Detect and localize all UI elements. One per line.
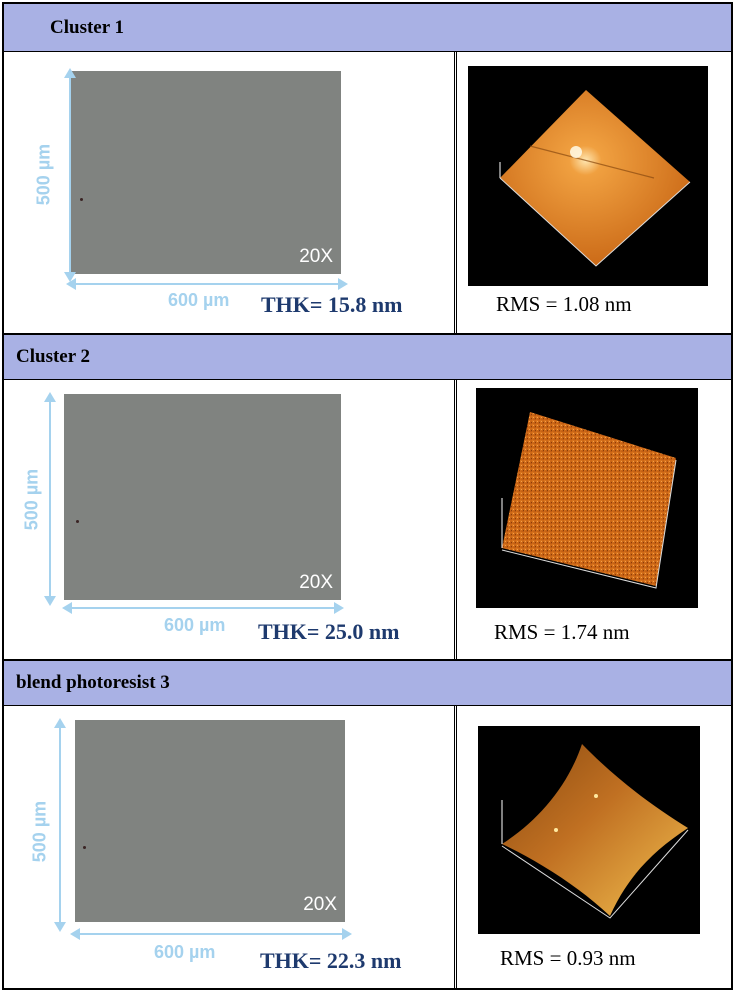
thickness-value: THK= 22.3 nm (260, 948, 402, 973)
afm-3d-image (478, 726, 700, 934)
vertical-scale-arrow (54, 718, 66, 932)
optical-micrograph: 20X (64, 394, 341, 600)
particle-defect (76, 520, 79, 523)
afm-surface-plot (501, 744, 689, 919)
rms-roughness-value: RMS = 0.93 nm (500, 946, 636, 970)
horizontal-scale-arrow (62, 602, 344, 614)
rms-roughness-value: RMS = 1.74 nm (494, 620, 630, 644)
horizontal-scale-arrow (66, 278, 348, 290)
column-divider (454, 52, 457, 335)
vertical-scale-label: 500 µm (21, 468, 42, 531)
column-divider (454, 380, 457, 661)
horizontal-scale-label: 600 µm (168, 290, 230, 310)
particle-defect (83, 846, 86, 849)
magnification-label: 20X (299, 246, 333, 267)
thickness-value: THK= 25.0 nm (258, 619, 400, 644)
row-header-blend-photoresist-3: blend photoresist 3 (4, 661, 731, 706)
optical-micrograph: 20X (70, 71, 341, 274)
magnification-label: 20X (299, 572, 333, 593)
vertical-scale-arrow (44, 392, 56, 606)
thickness-value: THK= 15.8 nm (261, 292, 403, 317)
row-header-label: Cluster 2 (16, 346, 91, 367)
magnification-label: 20X (303, 894, 337, 915)
afm-surface-plot (499, 90, 691, 267)
horizontal-scale-label: 600 µm (164, 615, 226, 635)
row-separator (4, 333, 731, 335)
vertical-scale-label: 500 µm (29, 800, 50, 863)
row-header-label: blend photoresist 3 (16, 672, 170, 693)
row-header-cluster-1: Cluster 1 (4, 4, 731, 52)
afm-3d-image (468, 66, 708, 286)
afm-3d-image (476, 388, 698, 608)
rms-roughness-value: RMS = 1.08 nm (496, 292, 632, 316)
horizontal-scale-arrow (70, 928, 352, 940)
row-header-label: Cluster 1 (50, 16, 125, 38)
row-separator (4, 659, 731, 661)
horizontal-scale-label: 600 µm (154, 942, 216, 962)
afm-surface-plot (501, 412, 677, 589)
vertical-scale-arrow (64, 68, 76, 282)
optical-micrograph: 20X (75, 720, 345, 922)
row-header-cluster-2: Cluster 2 (4, 335, 731, 380)
vertical-scale-label: 500 µm (33, 143, 54, 206)
particle-defect (80, 198, 83, 201)
column-divider (454, 706, 457, 988)
